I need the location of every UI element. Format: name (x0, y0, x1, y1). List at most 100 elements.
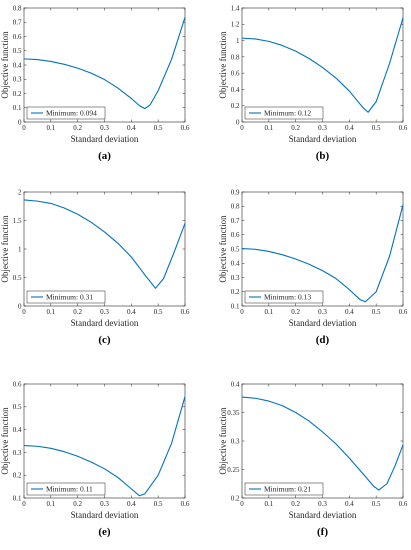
x-tick-label: 0.1 (264, 124, 273, 132)
y-tick-label: 1.5 (13, 217, 22, 225)
y-tick-label: 0.4 (231, 380, 240, 388)
x-tick-label: 0.5 (372, 500, 381, 508)
x-tick-label: 0.5 (154, 308, 163, 316)
y-tick-label: 0 (236, 118, 240, 126)
x-tick-label: 0 (240, 124, 244, 132)
x-tick-label: 0.2 (291, 500, 300, 508)
axes-box (23, 383, 186, 499)
legend-label: Minimum: 0.12 (264, 109, 311, 118)
y-tick-label: 0.2 (231, 288, 240, 296)
y-tick-label: 0.4 (231, 260, 240, 268)
x-tick-label: 0.3 (100, 308, 109, 316)
x-tick-label: 0.3 (318, 308, 327, 316)
x-tick-label: 0.3 (100, 124, 109, 132)
series-line (23, 199, 186, 289)
x-tick-label: 0.5 (372, 124, 381, 132)
x-tick-label: 0.4 (345, 500, 354, 508)
x-tick-label: 0.6 (399, 124, 408, 132)
legend-box (244, 290, 324, 304)
y-tick-label: 0.4 (13, 61, 22, 69)
legend-label: Minimum: 0.31 (46, 293, 93, 302)
chart-panel-1: 0 0.1 0.2 0.3 0.4 0.5 0.6 0 0.1 0.2 0.3 0.4 0.5 0.6 0.… (0, 4, 190, 162)
y-tick-label: 0.9 (231, 188, 240, 196)
x-tick-label: 0 (240, 308, 244, 316)
x-tick-label: 0.5 (372, 308, 381, 316)
legend-label: Minimum: 0.21 (264, 485, 311, 494)
legend-box (26, 290, 106, 304)
x-tick-label: 0.1 (264, 308, 273, 316)
y-tick-label: 0.5 (231, 245, 240, 253)
series-line (241, 396, 404, 491)
y-tick-label: 0.2 (231, 494, 240, 502)
x-axis-label: Standard deviation (71, 318, 139, 328)
chart-panel-4: 0 0.1 0.2 0.3 0.4 0.5 0.60.10.20.30.40.50.60.7… (218, 188, 408, 346)
y-tick-label: 1 (236, 37, 240, 45)
chart-panel-3: 0 0.1 0.2 0.3 0.4 0.5 0.6 0 0.5 1 1.5 2 Standard dev… (0, 188, 190, 346)
y-tick-label: 0.25 (227, 466, 240, 474)
y-tick-label: 0.5 (13, 274, 22, 282)
y-tick-label: 1.4 (231, 4, 240, 12)
y-tick-label: 0.7 (13, 19, 22, 27)
x-tick-label: 0.4 (127, 124, 136, 132)
legend-box (244, 106, 324, 120)
y-tick-label: 0.6 (13, 380, 22, 388)
y-tick-label: 0.1 (13, 494, 22, 502)
y-tick-label: 1.2 (231, 21, 240, 29)
panel-label: (e) (98, 526, 111, 538)
x-axis-label: Standard deviation (289, 134, 357, 144)
y-tick-label: 0.6 (231, 70, 240, 78)
y-tick-label: 0 (18, 302, 22, 310)
x-tick-label: 0.1 (46, 124, 55, 132)
x-tick-label: 0 (22, 500, 26, 508)
chart-panel-2: 0 0.1 0.2 0.3 0.4 0.5 0.6 0 0.2 0.4 0.6 0.8 1 1.2 1.4 S… (218, 4, 408, 162)
y-tick-label: 0.3 (231, 274, 240, 282)
panel-label: (d) (316, 334, 330, 346)
y-tick-label: 0.3 (13, 449, 22, 457)
y-axis-label: Objective function (0, 215, 10, 283)
axes-box (241, 7, 404, 123)
x-tick-label: 0.2 (73, 500, 82, 508)
x-tick-label: 0.5 (154, 500, 163, 508)
x-axis-label: Standard deviation (71, 134, 139, 144)
y-tick-label: 0.2 (231, 102, 240, 110)
x-tick-label: 0.4 (345, 124, 354, 132)
panel-label: (f) (317, 526, 328, 538)
x-tick-label: 0.2 (291, 124, 300, 132)
y-tick-label: 0.1 (231, 302, 240, 310)
x-tick-label: 0.2 (73, 124, 82, 132)
y-tick-label: 0.3 (13, 76, 22, 84)
y-tick-label: 0.6 (231, 231, 240, 239)
legend-label: Minimum: 0.11 (46, 485, 93, 494)
x-axis-label: Standard deviation (289, 318, 357, 328)
y-tick-label: 0.3 (231, 437, 240, 445)
series-line (241, 204, 404, 303)
x-tick-label: 0.3 (100, 500, 109, 508)
x-tick-label: 0 (22, 124, 26, 132)
y-tick-label: 0.35 (227, 409, 240, 417)
y-axis-label: Objective function (0, 407, 10, 475)
x-tick-label: 0.4 (345, 308, 354, 316)
x-tick-label: 0.2 (73, 308, 82, 316)
x-axis-label: Standard deviation (71, 510, 139, 520)
y-tick-label: 0.5 (13, 47, 22, 55)
chart-panel-5: 0 0.1 0.2 0.3 0.4 0.5 0.60.10.20.30.40.50.6Sta… (0, 380, 190, 538)
y-tick-label: 2 (18, 188, 22, 196)
y-tick-label: 0.2 (13, 472, 22, 480)
y-tick-label: 0.6 (13, 33, 22, 41)
x-tick-label: 0.6 (399, 500, 408, 508)
panel-label: (a) (98, 150, 111, 162)
axes-box (23, 7, 186, 123)
legend-label: Minimum: 0.094 (46, 109, 97, 118)
chart-panel-6: 0 0.1 0.2 0.3 0.4 0.5 0.6 0.2 0.25 0.3 0.35 0.4 Stan… (218, 380, 408, 538)
x-tick-label: 0.4 (127, 308, 136, 316)
x-tick-label: 0.1 (46, 308, 55, 316)
x-tick-label: 0 (240, 500, 244, 508)
panel-label: (b) (316, 150, 330, 162)
legend-box (244, 482, 324, 496)
x-axis-label: Standard deviation (289, 510, 357, 520)
y-tick-label: 0.7 (231, 217, 240, 225)
panel-label: (c) (98, 334, 111, 346)
x-tick-label: 0.3 (318, 124, 327, 132)
y-tick-label: 0.4 (231, 86, 240, 94)
